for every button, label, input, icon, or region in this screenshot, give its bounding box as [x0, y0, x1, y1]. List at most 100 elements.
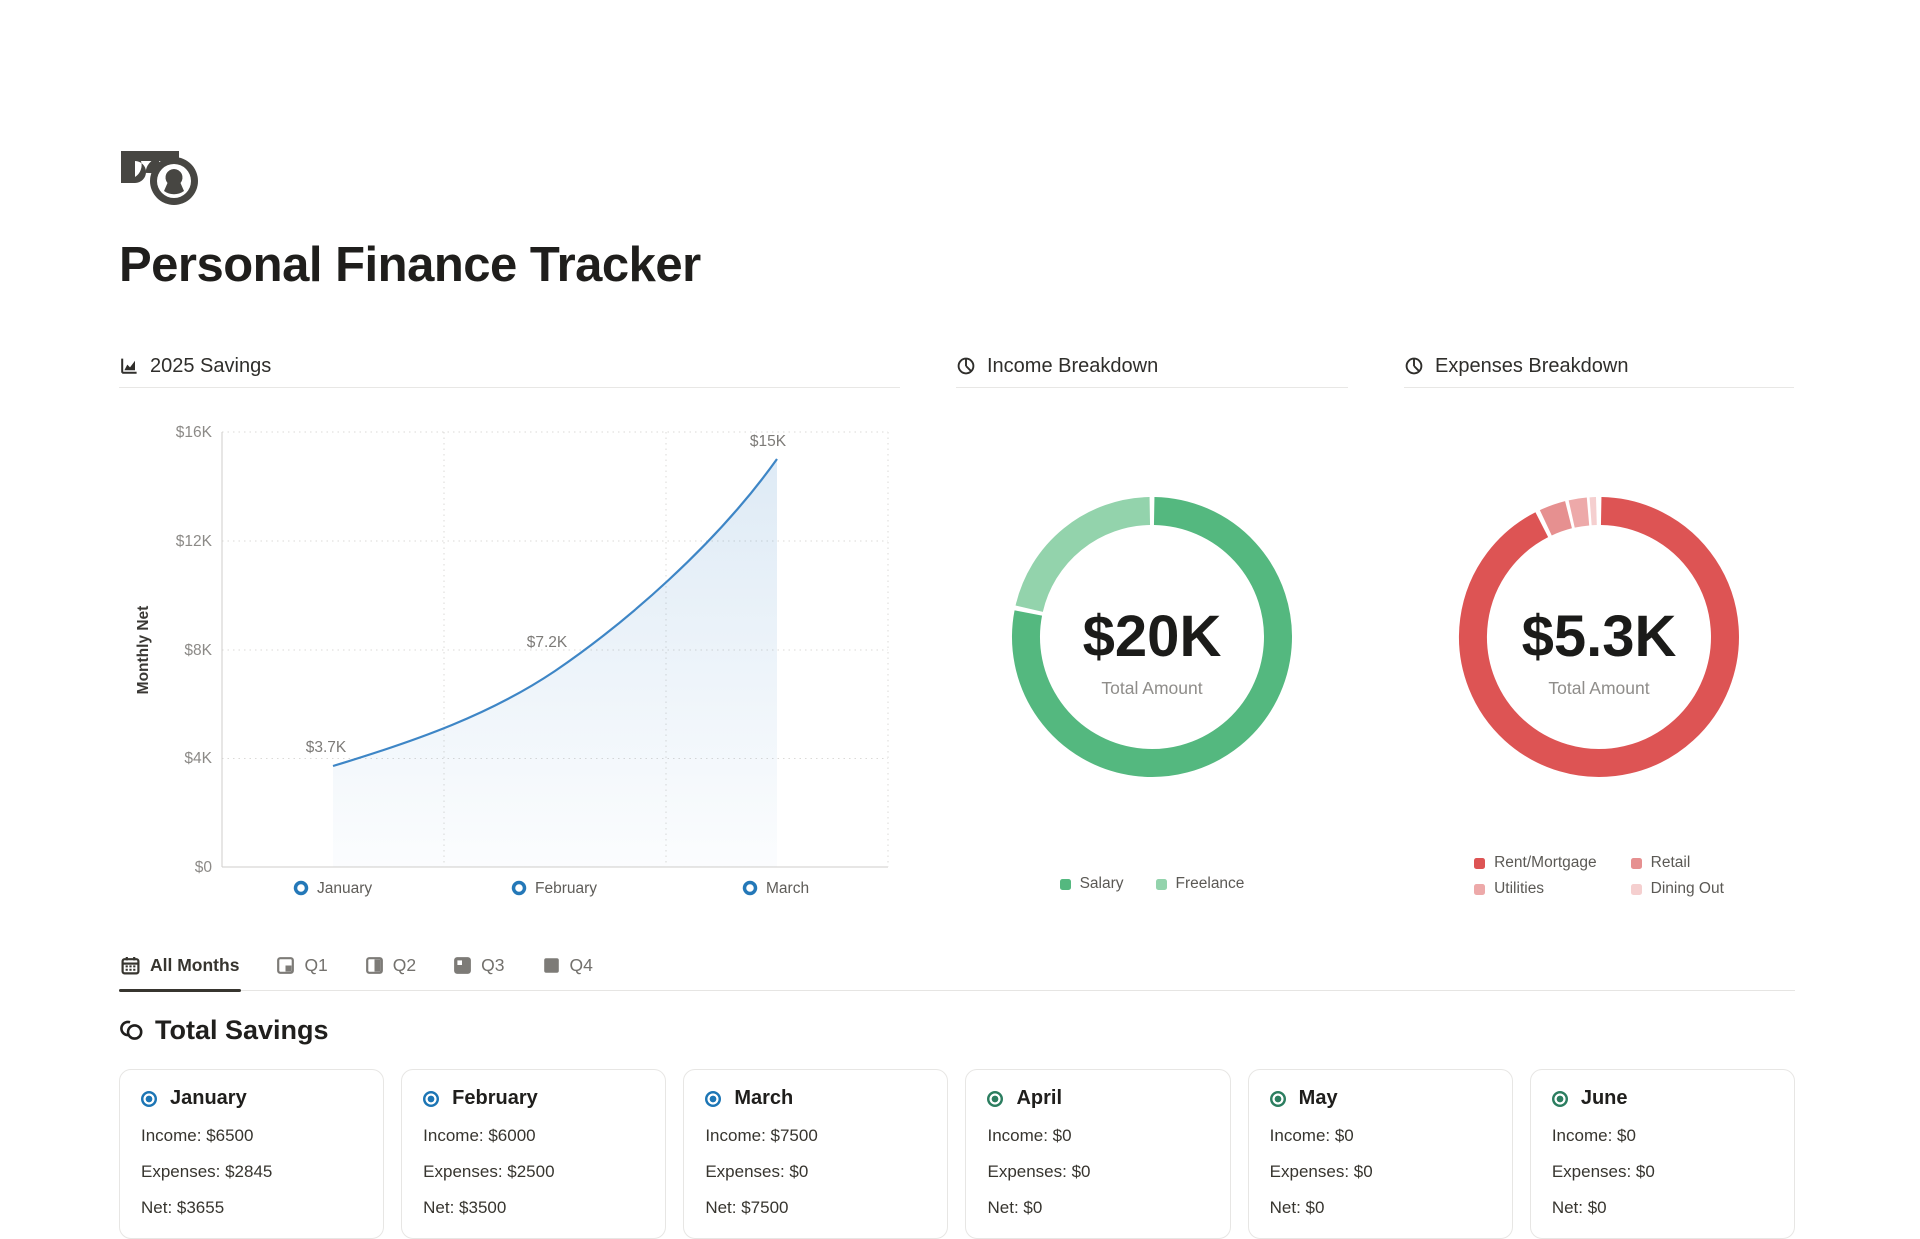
expenses-total-caption: Total Amount — [1548, 678, 1649, 698]
svg-text:$3.7K: $3.7K — [306, 739, 347, 756]
svg-text:$15K: $15K — [750, 433, 787, 450]
income-chart-title: Income Breakdown — [987, 355, 1158, 378]
svg-text:$7.2K: $7.2K — [527, 634, 568, 651]
svg-text:$4K: $4K — [184, 750, 212, 767]
income-line: Income: $6500 — [141, 1126, 362, 1146]
month-dot-icon — [705, 1091, 721, 1107]
income-chart-card: Income Breakdown $20K Total Amount Salar… — [956, 358, 1348, 933]
tab-q1[interactable]: Q1 — [275, 949, 329, 990]
month-name: May — [1299, 1087, 1338, 1110]
charts-row: 2025 Savings — [119, 358, 1795, 933]
income-line: Income: $0 — [987, 1126, 1208, 1146]
savings-line-chart: $16K $12K $8K $4K $0 Monthly Net $3.7K $… — [119, 388, 900, 933]
month-card-february: February Income: $6000 Expenses: $2500 N… — [401, 1069, 666, 1239]
net-line: Net: $3655 — [141, 1198, 362, 1218]
month-card-may: May Income: $0 Expenses: $0 Net: $0 — [1248, 1069, 1513, 1239]
income-total-caption: Total Amount — [1101, 678, 1202, 698]
month-card-header: May — [1270, 1087, 1491, 1110]
month-name: March — [734, 1087, 793, 1110]
expenses-chart-header: Expenses Breakdown — [1404, 358, 1794, 388]
utilities-label: Utilities — [1494, 880, 1544, 898]
net-line: Net: $0 — [1552, 1198, 1773, 1218]
rent-swatch-icon — [1474, 858, 1485, 869]
income-line: Income: $0 — [1552, 1126, 1773, 1146]
month-dot-icon — [1270, 1091, 1286, 1107]
income-line: Income: $6000 — [423, 1126, 644, 1146]
tab-all-months[interactable]: All Months — [119, 949, 241, 990]
svg-text:March: March — [766, 880, 809, 897]
tab-q3-label: Q3 — [481, 955, 504, 976]
net-line: Net: $3500 — [423, 1198, 644, 1218]
utilities-segment — [1572, 512, 1588, 515]
month-name: June — [1581, 1087, 1628, 1110]
expenses-line: Expenses: $2845 — [141, 1162, 362, 1182]
expenses-line: Expenses: $2500 — [423, 1162, 644, 1182]
month-filter-tabs: All Months Q1 Q2 Q3 — [119, 949, 1795, 991]
freelance-segment — [1029, 511, 1150, 609]
savings-chart-card: 2025 Savings — [119, 358, 900, 933]
tab-q4[interactable]: Q4 — [541, 949, 595, 990]
expenses-donut-chart: $5.3K Total Amount — [1457, 495, 1741, 779]
freelance-label: Freelance — [1176, 875, 1245, 893]
month-name: February — [452, 1087, 538, 1110]
expenses-line: Expenses: $0 — [1270, 1162, 1491, 1182]
legend-item-freelance: Freelance — [1156, 875, 1245, 893]
svg-text:January: January — [317, 880, 372, 897]
january-marker-icon — [296, 883, 307, 894]
february-marker-icon — [514, 883, 525, 894]
quarter-q4-icon — [543, 957, 560, 974]
month-name: January — [170, 1087, 247, 1110]
coins-icon — [119, 1019, 144, 1042]
month-dot-icon — [987, 1091, 1003, 1107]
march-marker-icon — [745, 883, 756, 894]
retail-swatch-icon — [1631, 858, 1642, 869]
month-card-header: January — [141, 1087, 362, 1110]
savings-chart-title: 2025 Savings — [150, 355, 271, 378]
expenses-chart-title: Expenses Breakdown — [1435, 355, 1628, 378]
expenses-legend: Rent/Mortgage Retail Utilities Dining Ou… — [1404, 854, 1794, 898]
legend-item-utilities: Utilities — [1474, 880, 1597, 898]
income-donut-chart: $20K Total Amount — [1010, 495, 1294, 779]
income-total-value: $20K — [1083, 604, 1222, 669]
quarter-q3-icon — [454, 957, 471, 974]
month-card-april: April Income: $0 Expenses: $0 Net: $0 — [965, 1069, 1230, 1239]
expenses-line: Expenses: $0 — [987, 1162, 1208, 1182]
retail-label: Retail — [1651, 854, 1691, 872]
month-card-june: June Income: $0 Expenses: $0 Net: $0 — [1530, 1069, 1795, 1239]
tab-q2[interactable]: Q2 — [364, 949, 418, 990]
svg-text:$16K: $16K — [176, 424, 213, 441]
net-line: Net: $0 — [1270, 1198, 1491, 1218]
tab-q4-label: Q4 — [570, 955, 593, 976]
tab-q3[interactable]: Q3 — [452, 949, 506, 990]
month-card-january: January Income: $6500 Expenses: $2845 Ne… — [119, 1069, 384, 1239]
rent-label: Rent/Mortgage — [1494, 854, 1597, 872]
legend-item-rent: Rent/Mortgage — [1474, 854, 1597, 872]
savings-chart-header: 2025 Savings — [119, 358, 900, 388]
month-card-header: June — [1552, 1087, 1773, 1110]
freelance-swatch-icon — [1156, 879, 1167, 890]
net-line: Net: $7500 — [705, 1198, 926, 1218]
expenses-line: Expenses: $0 — [705, 1162, 926, 1182]
money-coin-icon — [119, 143, 205, 209]
pie-chart-icon — [1404, 356, 1424, 376]
svg-text:$12K: $12K — [176, 533, 213, 550]
calendar-icon — [121, 956, 140, 975]
month-card-header: April — [987, 1087, 1208, 1110]
month-card-header: March — [705, 1087, 926, 1110]
month-dot-icon — [423, 1091, 439, 1107]
y-axis-label: Monthly Net — [135, 606, 152, 695]
income-chart-body: $20K Total Amount Salary Freelance — [956, 388, 1348, 933]
income-legend: Salary Freelance — [956, 875, 1348, 893]
pie-chart-icon — [956, 356, 976, 376]
dining-label: Dining Out — [1651, 880, 1724, 898]
quarter-q2-icon — [366, 957, 383, 974]
utilities-swatch-icon — [1474, 884, 1485, 895]
tab-q1-label: Q1 — [304, 955, 327, 976]
area-chart-icon — [119, 356, 139, 376]
month-card-march: March Income: $7500 Expenses: $0 Net: $7… — [683, 1069, 948, 1239]
net-line: Net: $0 — [987, 1198, 1208, 1218]
svg-text:February: February — [535, 880, 597, 897]
retail-segment — [1546, 515, 1569, 523]
month-card-header: February — [423, 1087, 644, 1110]
savings-chart-body: $16K $12K $8K $4K $0 Monthly Net $3.7K $… — [119, 388, 900, 933]
